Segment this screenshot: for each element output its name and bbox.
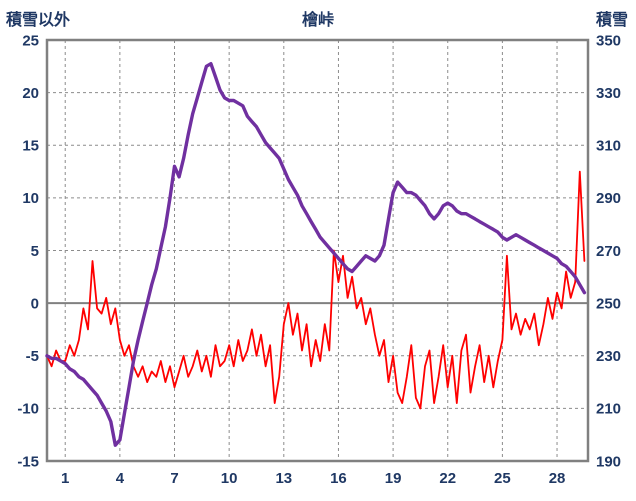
right-axis-tick-label: 270	[596, 243, 621, 260]
x-axis-tick-label: 13	[275, 470, 292, 487]
series-line-right	[45, 62, 587, 447]
x-axis-tick-label: 16	[330, 470, 347, 487]
right-axis-title: 積雪	[595, 12, 628, 29]
x-axis-tick-label: 28	[549, 470, 566, 487]
left-axis-tick-label: 0	[31, 295, 39, 312]
right-axis-tick-label: 250	[596, 295, 621, 312]
x-axis-tick-label: 1	[61, 470, 69, 487]
right-axis-tick-label: 190	[596, 453, 621, 470]
x-axis-tick-label: 4	[116, 470, 125, 487]
right-axis-tick-label: 230	[596, 348, 621, 365]
right-axis-tick-label: 350	[596, 32, 621, 49]
x-axis-tick-label: 19	[385, 470, 402, 487]
left-axis-tick-label: 10	[22, 190, 39, 207]
series-line-left	[46, 170, 586, 410]
left-axis-tick-label: 5	[31, 243, 39, 260]
right-axis-tick-label: 310	[596, 138, 621, 155]
left-axis-tick-label: -15	[17, 453, 39, 470]
x-axis-tick-label: 25	[494, 470, 511, 487]
left-axis-tick-label: 20	[22, 85, 39, 102]
x-axis-tick-label: 10	[221, 470, 238, 487]
right-axis-tick-label: 290	[596, 190, 621, 207]
chart-title: 檜峠	[301, 12, 335, 29]
left-axis-tick-label: 15	[22, 138, 39, 155]
left-axis-tick-label: -10	[17, 401, 39, 418]
x-axis-tick-label: 22	[439, 470, 456, 487]
left-axis-tick-label: -5	[26, 348, 39, 365]
right-axis-tick-label: 330	[596, 85, 621, 102]
plot-border	[45, 38, 590, 463]
x-axis-tick-label: 7	[170, 470, 178, 487]
left-axis-title: 積雪以外	[6, 12, 71, 29]
left-axis-tick-label: 25	[22, 32, 39, 49]
right-axis-tick-label: 210	[596, 401, 621, 418]
